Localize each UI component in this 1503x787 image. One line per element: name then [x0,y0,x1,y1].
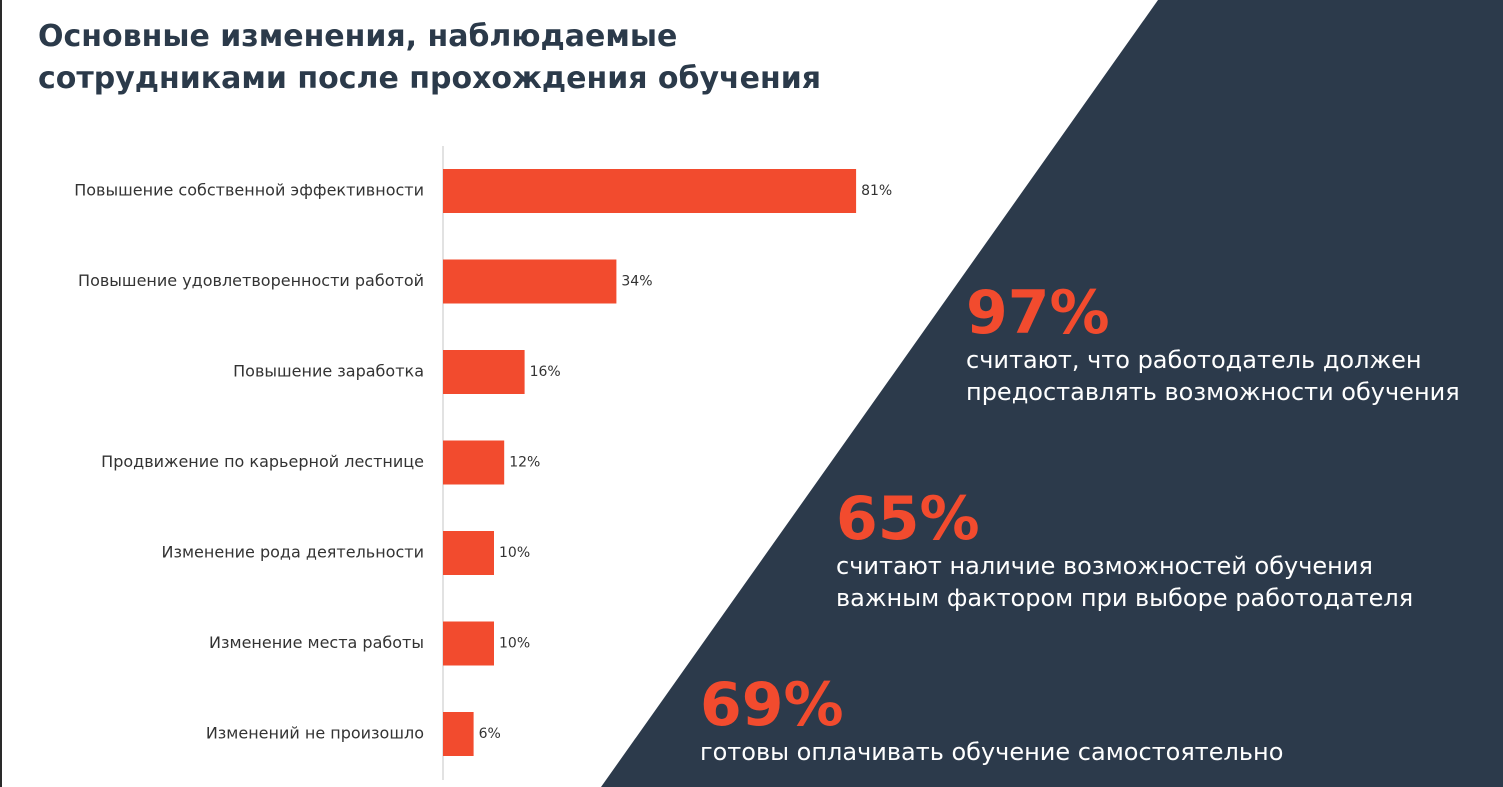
bar [443,712,474,756]
dark-panel [601,0,1503,787]
stat-value-3: 69% [700,670,844,740]
value-label: 34% [621,274,652,290]
value-label: 81% [861,183,892,199]
stat-text-1-line-1: считают, что работодатель должен [966,346,1422,374]
value-label: 12% [509,455,540,471]
stat-value-1: 97% [966,278,1110,348]
title-line-2: сотрудниками после прохождения обучения [38,61,821,96]
bar [443,621,494,666]
title-line-1: Основные изменения, наблюдаемые [38,19,678,54]
category-label: Изменений не произошло [206,724,424,743]
stat-text-1-line-2: предоставлять возможности обучения [966,378,1460,406]
left-edge-border [0,0,2,787]
stat-text-2-line-2: важным фактором при выборе работодателя [836,584,1414,612]
category-label: Повышение заработка [233,362,424,381]
page-title: Основные изменения, наблюдаемые сотрудни… [38,16,938,100]
stat-block-3: 69% готовы оплачивать обучение самостоят… [700,674,1283,768]
stat-text-3-line-1: готовы оплачивать обучение самостоятельн… [700,738,1284,766]
category-label: Повышение удовлетворенности работой [78,271,424,290]
stat-text-1: считают, что работодатель должен предост… [966,344,1460,408]
bar [443,259,617,304]
category-label: Изменение места работы [209,633,424,652]
category-label: Изменение рода деятельности [162,543,425,562]
stat-block-2: 65% считают наличие возможностей обучени… [836,488,1413,614]
value-label: 10% [499,636,530,652]
value-label: 6% [479,726,501,742]
bar [443,440,505,485]
stat-text-3: готовы оплачивать обучение самостоятельн… [700,736,1283,768]
category-label: Повышение собственной эффективности [74,181,424,200]
stat-text-2-line-1: считают наличие возможностей обучения [836,552,1373,580]
stat-block-1: 97% считают, что работодатель должен пре… [966,282,1460,408]
stat-text-2: считают наличие возможностей обучения ва… [836,550,1413,614]
value-label: 16% [530,364,561,380]
bar [443,531,494,575]
value-label: 10% [499,545,530,561]
category-label: Продвижение по карьерной лестнице [101,452,424,471]
bar [443,350,525,394]
stat-value-2: 65% [836,484,980,554]
bar [443,169,857,213]
